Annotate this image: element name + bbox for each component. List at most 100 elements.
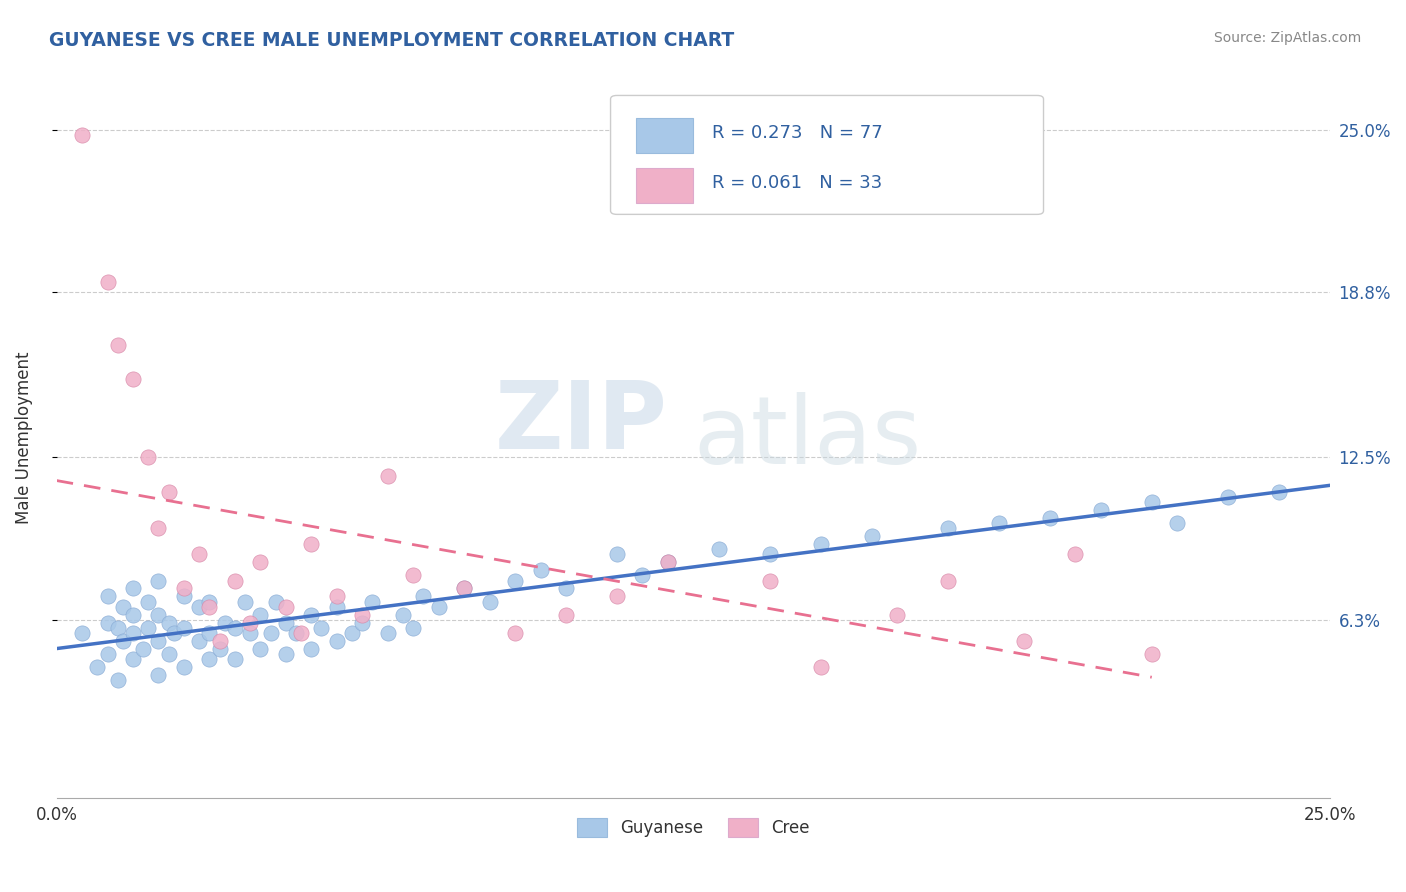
Point [111, 633, 134, 648]
Point [122, 372, 145, 386]
Point [758, 548, 780, 562]
Point [352, 607, 374, 622]
Point [412, 590, 434, 604]
Point [810, 660, 832, 674]
Point [285, 626, 308, 640]
Point [1140, 495, 1163, 509]
Point [188, 633, 211, 648]
Point [1268, 484, 1291, 499]
Point [311, 621, 333, 635]
Point [136, 450, 159, 465]
Point [70, 626, 93, 640]
Point [326, 590, 349, 604]
Point [478, 594, 501, 608]
Point [1090, 503, 1112, 517]
Point [136, 594, 159, 608]
Point [810, 537, 832, 551]
Point [157, 484, 180, 499]
Point [657, 555, 679, 569]
Point [1166, 516, 1188, 530]
Point [148, 633, 170, 648]
Point [122, 582, 145, 596]
Point [148, 607, 170, 622]
Point [148, 668, 170, 682]
Point [173, 582, 195, 596]
Point [249, 641, 271, 656]
Point [860, 529, 883, 543]
Point [224, 621, 246, 635]
FancyBboxPatch shape [636, 169, 693, 203]
FancyBboxPatch shape [636, 118, 693, 153]
Point [555, 607, 578, 622]
Point [224, 652, 246, 666]
Point [249, 555, 271, 569]
Point [427, 599, 450, 614]
Point [148, 521, 170, 535]
Point [111, 599, 134, 614]
Point [657, 555, 679, 569]
Point [96, 590, 118, 604]
Point [987, 516, 1010, 530]
Point [96, 275, 118, 289]
Point [132, 641, 155, 656]
Point [107, 337, 129, 351]
Point [326, 599, 349, 614]
Point [96, 615, 118, 630]
Point [157, 647, 180, 661]
Point [136, 621, 159, 635]
Point [274, 647, 297, 661]
Point [224, 574, 246, 588]
Point [377, 626, 399, 640]
Point [392, 607, 415, 622]
Point [1039, 510, 1062, 524]
Y-axis label: Male Unemployment: Male Unemployment [15, 351, 32, 524]
Point [259, 626, 281, 640]
Point [290, 626, 312, 640]
Point [758, 574, 780, 588]
Point [326, 633, 349, 648]
Point [122, 652, 145, 666]
Point [208, 633, 231, 648]
Point [249, 607, 271, 622]
Point [1218, 490, 1240, 504]
Point [107, 621, 129, 635]
Point [707, 542, 730, 557]
Point [936, 574, 959, 588]
Point [936, 521, 959, 535]
Text: ZIP: ZIP [495, 377, 668, 469]
Point [299, 537, 322, 551]
Point [503, 626, 526, 640]
Legend: Guyanese, Cree: Guyanese, Cree [569, 812, 817, 844]
Point [555, 582, 578, 596]
Point [96, 647, 118, 661]
Point [214, 615, 236, 630]
Point [239, 626, 262, 640]
Point [529, 563, 551, 577]
Point [163, 626, 186, 640]
Point [70, 128, 93, 142]
Point [86, 660, 108, 674]
Point [188, 548, 211, 562]
Point [340, 626, 363, 640]
Point [122, 607, 145, 622]
Point [503, 574, 526, 588]
Point [1014, 633, 1036, 648]
Point [173, 621, 195, 635]
Point [157, 615, 180, 630]
Text: atlas: atlas [693, 392, 921, 483]
Point [274, 599, 297, 614]
Text: Source: ZipAtlas.com: Source: ZipAtlas.com [1213, 31, 1361, 45]
Point [148, 574, 170, 588]
Point [377, 468, 399, 483]
Point [453, 582, 475, 596]
FancyBboxPatch shape [610, 95, 1043, 214]
Point [361, 594, 384, 608]
Point [606, 590, 628, 604]
Point [1140, 647, 1163, 661]
Point [352, 615, 374, 630]
Point [198, 599, 221, 614]
Point [402, 621, 425, 635]
Point [606, 548, 628, 562]
Text: GUYANESE VS CREE MALE UNEMPLOYMENT CORRELATION CHART: GUYANESE VS CREE MALE UNEMPLOYMENT CORRE… [49, 31, 734, 50]
Point [198, 626, 221, 640]
